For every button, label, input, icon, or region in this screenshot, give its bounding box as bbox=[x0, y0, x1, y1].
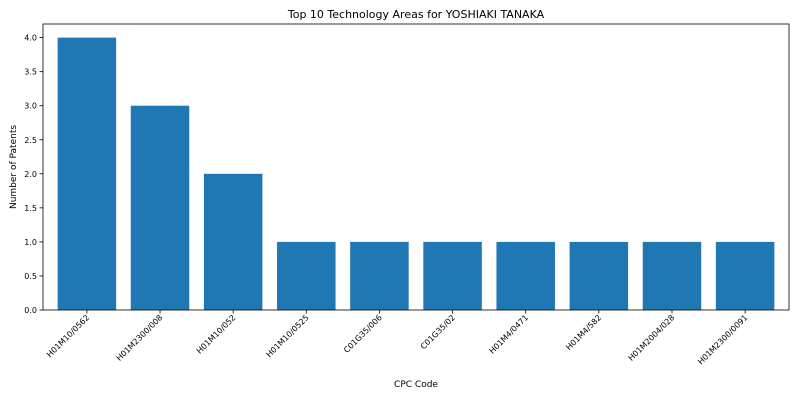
bar bbox=[131, 106, 190, 310]
x-tick-label: H01M10/0525 bbox=[265, 313, 311, 359]
bars-group bbox=[58, 38, 775, 310]
x-tick-label: H01M2300/008 bbox=[115, 313, 165, 363]
x-tick-label: H01M2004/028 bbox=[627, 313, 677, 363]
chart-title: Top 10 Technology Areas for YOSHIAKI TAN… bbox=[287, 8, 545, 21]
y-tick-label: 3.0 bbox=[24, 102, 37, 111]
x-tick-label: C01G35/006 bbox=[342, 313, 384, 355]
x-tick-label: H01M10/0562 bbox=[45, 313, 91, 359]
x-tick-label: C01G35/02 bbox=[419, 313, 457, 351]
x-tick-label: H01M10/052 bbox=[195, 313, 238, 356]
y-axis-ticks: 0.0 0.5 1.0 1.5 2.0 2.5 3.0 3.5 4.0 bbox=[24, 34, 43, 315]
y-tick-label: 2.5 bbox=[24, 136, 37, 145]
y-tick-label: 3.5 bbox=[24, 68, 37, 77]
y-tick-label: 2.0 bbox=[24, 170, 37, 179]
bar bbox=[643, 242, 702, 310]
bar bbox=[423, 242, 482, 310]
bar bbox=[350, 242, 409, 310]
y-tick-label: 0.5 bbox=[24, 272, 37, 281]
bar bbox=[570, 242, 629, 310]
y-tick-label: 1.5 bbox=[24, 204, 37, 213]
bar bbox=[496, 242, 555, 310]
bar bbox=[716, 242, 775, 310]
y-tick-label: 4.0 bbox=[24, 34, 37, 43]
bar bbox=[204, 174, 263, 310]
x-tick-label: H01M4/582 bbox=[564, 313, 603, 352]
x-tick-label: H01M4/0471 bbox=[488, 313, 531, 356]
bar bbox=[58, 38, 117, 310]
y-axis-label: Number of Patents bbox=[9, 125, 19, 209]
x-axis-ticks: H01M10/0562 H01M2300/008 H01M10/052 H01M10/… bbox=[45, 310, 749, 366]
x-tick-label: H01M2300/0091 bbox=[696, 313, 749, 366]
y-tick-label: 0.0 bbox=[24, 306, 37, 315]
y-tick-label: 1.0 bbox=[24, 238, 37, 247]
x-axis-label: CPC Code bbox=[394, 380, 438, 390]
bar bbox=[277, 242, 336, 310]
